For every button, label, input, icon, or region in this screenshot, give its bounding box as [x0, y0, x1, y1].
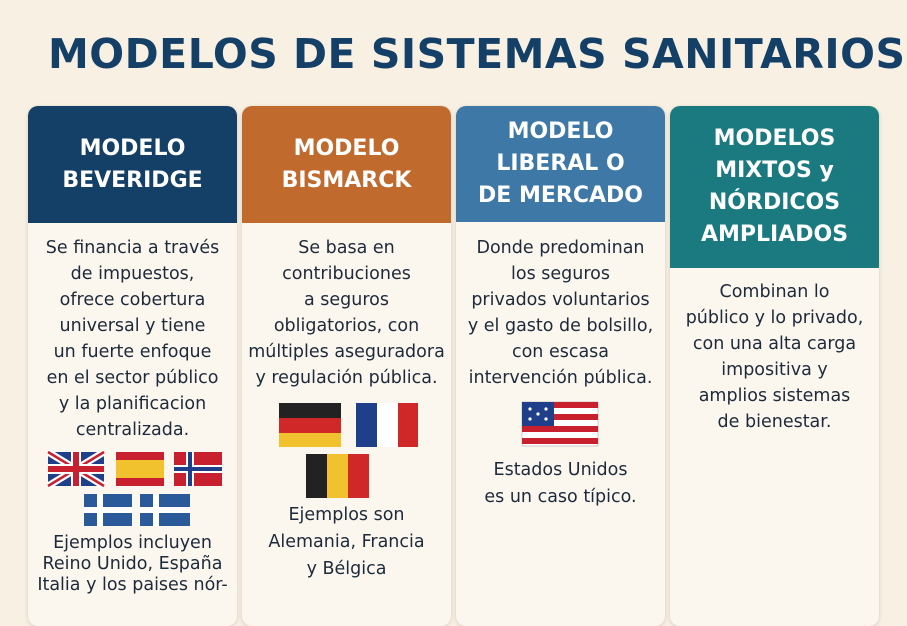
body-line: Se financia a través [45, 238, 220, 258]
flag-nordic-1 [84, 494, 132, 526]
example-line: Estados Unidos [493, 460, 628, 480]
header-line: MIXTOS y [715, 158, 834, 183]
body-line: contribuciones [282, 264, 411, 284]
card: MODELO BISMARCK Se basa en contribuciones a … [242, 106, 451, 626]
flags [46, 401, 599, 526]
card: MODELOS MIXTOS y NÓRDICOS AMPLIADOS Combinan… [670, 106, 879, 626]
card-header: MODELOS MIXTOS y NÓRDICOS AMPLIADOS [670, 106, 879, 268]
header-line: MODELO [507, 119, 614, 144]
body-line: obligatorios, con [273, 316, 420, 336]
page: MODELOS DE SISTEMAS SANITARIOS MODELO BEV… [28, 30, 906, 626]
card: MODELO BEVERIDGE Se financia a través de im… [28, 106, 237, 626]
body-line: en el sector público [46, 368, 219, 388]
flag-nordic-2 [140, 494, 190, 526]
header-line: BEVERIDGE [62, 167, 203, 193]
header-line: MODELO [79, 135, 186, 161]
header-line: DE MERCADO [478, 183, 643, 208]
body-line: impositiva y [721, 360, 828, 380]
flag-uk [46, 449, 106, 489]
header-line: NÓRDICOS [708, 190, 841, 215]
body-line: un fuerte enfoque [53, 342, 212, 362]
header-line: BISMARCK [281, 167, 412, 193]
card-header: MODELO LIBERAL O DE MERCADO [456, 106, 665, 222]
example-line: Ejemplos incluyen [53, 533, 212, 553]
body-line: centralizada. [75, 420, 190, 440]
example-line: es un caso típico. [484, 487, 637, 507]
body-line: Donde predominan [476, 238, 645, 258]
body-line: de impuestos, [70, 264, 195, 284]
flag-belgium [306, 454, 369, 498]
header-line: AMPLIADOS [700, 222, 849, 247]
body-line: de bienestar. [717, 412, 832, 432]
card-header: MODELO BISMARCK [242, 106, 451, 223]
body-line: con una alta carga [692, 334, 857, 354]
header-line: MODELO [293, 135, 400, 161]
flag-france [356, 403, 418, 447]
body-line: ofrece cobertura [59, 290, 206, 310]
body-line: público y lo privado, [685, 308, 864, 328]
body-line: múltiples aseguradora [248, 342, 445, 362]
card: MODELO LIBERAL O DE MERCADO Donde predomina… [456, 106, 665, 626]
body-line: Combinan lo [719, 282, 830, 302]
flag-germany [279, 403, 341, 447]
header-line: LIBERAL O [496, 151, 625, 176]
flag-usa [521, 401, 599, 447]
header-line: MODELOS [713, 126, 836, 151]
card-header: MODELO BEVERIDGE [28, 106, 237, 223]
body-line: y la planificacion [58, 394, 207, 414]
flag-spain [116, 452, 164, 486]
body-line: intervención pública. [468, 368, 653, 388]
body-line: y regulación pública. [255, 368, 438, 388]
flag-norway [174, 452, 222, 486]
body-line: amplios sistemas [698, 386, 851, 406]
page-title: MODELOS DE SISTEMAS SANITARIOS [48, 30, 906, 78]
body-line: universal y tiene [59, 316, 206, 336]
body-line: con escasa [511, 342, 610, 362]
example-line: Reino Unido, España [42, 554, 223, 574]
example-line: y Bélgica [306, 559, 387, 579]
body-line: y el gasto de bolsillo, [467, 316, 654, 336]
body-line: a seguros [303, 290, 389, 310]
body-line: privados voluntarios [471, 290, 650, 310]
body-line: los seguros [511, 264, 610, 284]
body-line: Se basa en [298, 238, 395, 258]
example-line: Alemania, Francia [268, 532, 425, 552]
example-line: Ejemplos son [288, 505, 405, 525]
example-line: Italia y los paises nór- [37, 575, 228, 595]
